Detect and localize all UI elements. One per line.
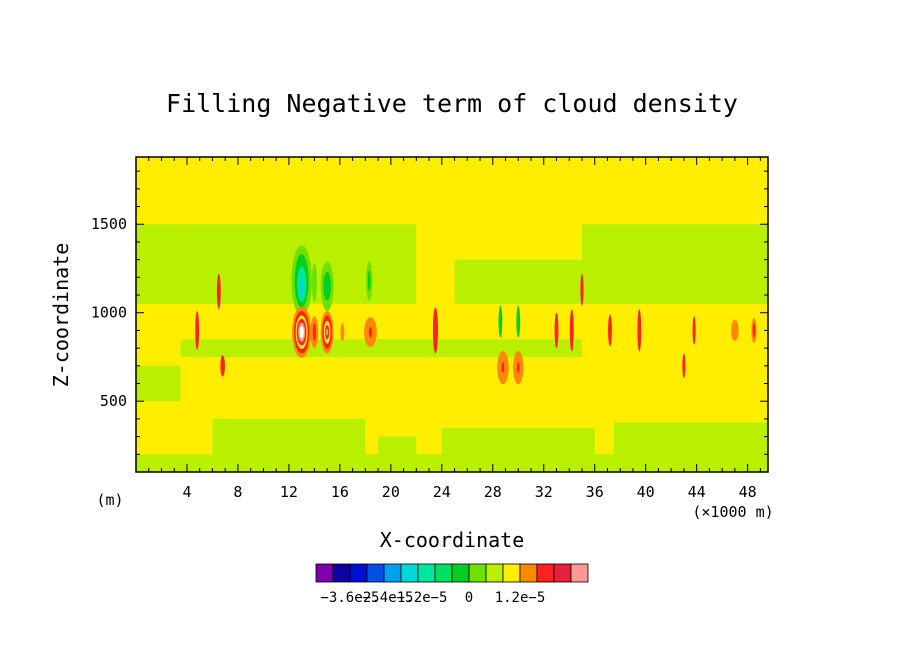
contour-region: [212, 418, 366, 472]
x-tick-label: 48: [739, 483, 757, 501]
colorbar-swatch: [349, 563, 368, 583]
contour-region: [136, 365, 181, 402]
x-tick-label: 16: [331, 483, 349, 501]
contour-cell: [516, 362, 520, 373]
x-tick-label: 36: [586, 483, 604, 501]
chart-title: Filling Negative term of cloud density: [166, 89, 738, 118]
plot-area: [135, 156, 769, 473]
colorbar-tick-label: 1.2e−5: [495, 590, 546, 606]
colorbar-swatch: [519, 563, 538, 583]
contour-region: [613, 422, 768, 472]
contour-region: [378, 436, 417, 472]
colorbar-swatch: [536, 563, 555, 583]
colorbar: [315, 563, 589, 583]
x-tick-label: 12: [280, 483, 298, 501]
contour-cell: [299, 277, 304, 296]
plot-frame: [135, 156, 769, 473]
colorbar-swatch: [400, 563, 419, 583]
x-scale-label: (×1000 m): [692, 503, 773, 521]
contour-cell: [608, 314, 612, 347]
colorbar-swatch: [502, 563, 521, 583]
contour-cell: [340, 323, 345, 342]
colorbar-tick-label: −2.4e−5: [354, 590, 413, 606]
colorbar-swatch: [485, 563, 504, 583]
contour-cell: [368, 326, 372, 338]
y-axis-label: Z-coordinate: [49, 243, 73, 388]
x-tick-label: 4: [182, 483, 191, 501]
colorbar-swatch: [570, 563, 589, 583]
contour-region: [384, 224, 417, 304]
colorbar-swatch: [417, 563, 436, 583]
y-tick-label: 1000: [91, 304, 127, 322]
contour-cell: [580, 273, 584, 306]
contour-cell: [195, 310, 200, 350]
colorbar-swatch: [383, 563, 402, 583]
colorbar-tick-label: 0: [465, 590, 473, 606]
colorbar-swatch: [315, 563, 334, 583]
colorbar-swatch: [434, 563, 453, 583]
contour-cell: [498, 305, 503, 338]
x-tick-label: 8: [233, 483, 242, 501]
x-tick-label: 20: [382, 483, 400, 501]
contour-cell: [637, 309, 642, 352]
contour-region: [454, 259, 582, 304]
contour-cell: [326, 328, 329, 336]
contour-cell: [752, 323, 756, 338]
colorbar-swatch: [366, 563, 385, 583]
contour-cell: [311, 263, 317, 303]
x-tick-labels: 4 8 12 16 20 24 28 32 36 40 44 48: [182, 483, 756, 501]
colorbar-tick-label: −3.6e−5: [320, 590, 379, 606]
contour-region: [180, 339, 582, 357]
colorbar-swatch: [468, 563, 487, 583]
x-tick-label: 28: [484, 483, 502, 501]
contour-cell: [220, 355, 225, 377]
contour-cell: [367, 270, 371, 292]
contour-region: [441, 427, 595, 472]
contour-cell: [432, 307, 438, 354]
colorbar-swatch: [451, 563, 470, 583]
contour-cell: [731, 319, 739, 342]
contour-cell: [501, 362, 505, 373]
contour-region: [136, 224, 181, 304]
x-unit-label: (m): [96, 491, 123, 509]
contour-cell: [216, 273, 221, 310]
contour-cell: [516, 305, 521, 338]
x-tick-label: 44: [688, 483, 706, 501]
contour-cell: [554, 312, 559, 349]
colorbar-swatch: [332, 563, 351, 583]
colorbar-tick-label: −1.2e−5: [388, 590, 447, 606]
contour-cell: [692, 316, 696, 345]
x-tick-label: 32: [535, 483, 553, 501]
y-tick-label: 500: [100, 392, 127, 410]
contour-cell: [682, 353, 686, 379]
contour-cell: [312, 323, 316, 342]
x-axis-label: X-coordinate: [380, 528, 525, 552]
y-tick-labels: 500 1000 1500: [91, 215, 127, 410]
contour-cell: [323, 272, 331, 301]
contour-cell: [299, 326, 304, 339]
x-tick-label: 24: [433, 483, 451, 501]
contour-region: [180, 224, 385, 304]
colorbar-swatch: [553, 563, 572, 583]
contour-region: [581, 224, 768, 304]
x-tick-label: 40: [637, 483, 655, 501]
colorbar-labels: −3.6e−5−2.4e−5−1.2e−5 0 1.2e−5: [320, 590, 545, 606]
y-tick-label: 1500: [91, 215, 127, 233]
contour-cell: [569, 309, 574, 352]
